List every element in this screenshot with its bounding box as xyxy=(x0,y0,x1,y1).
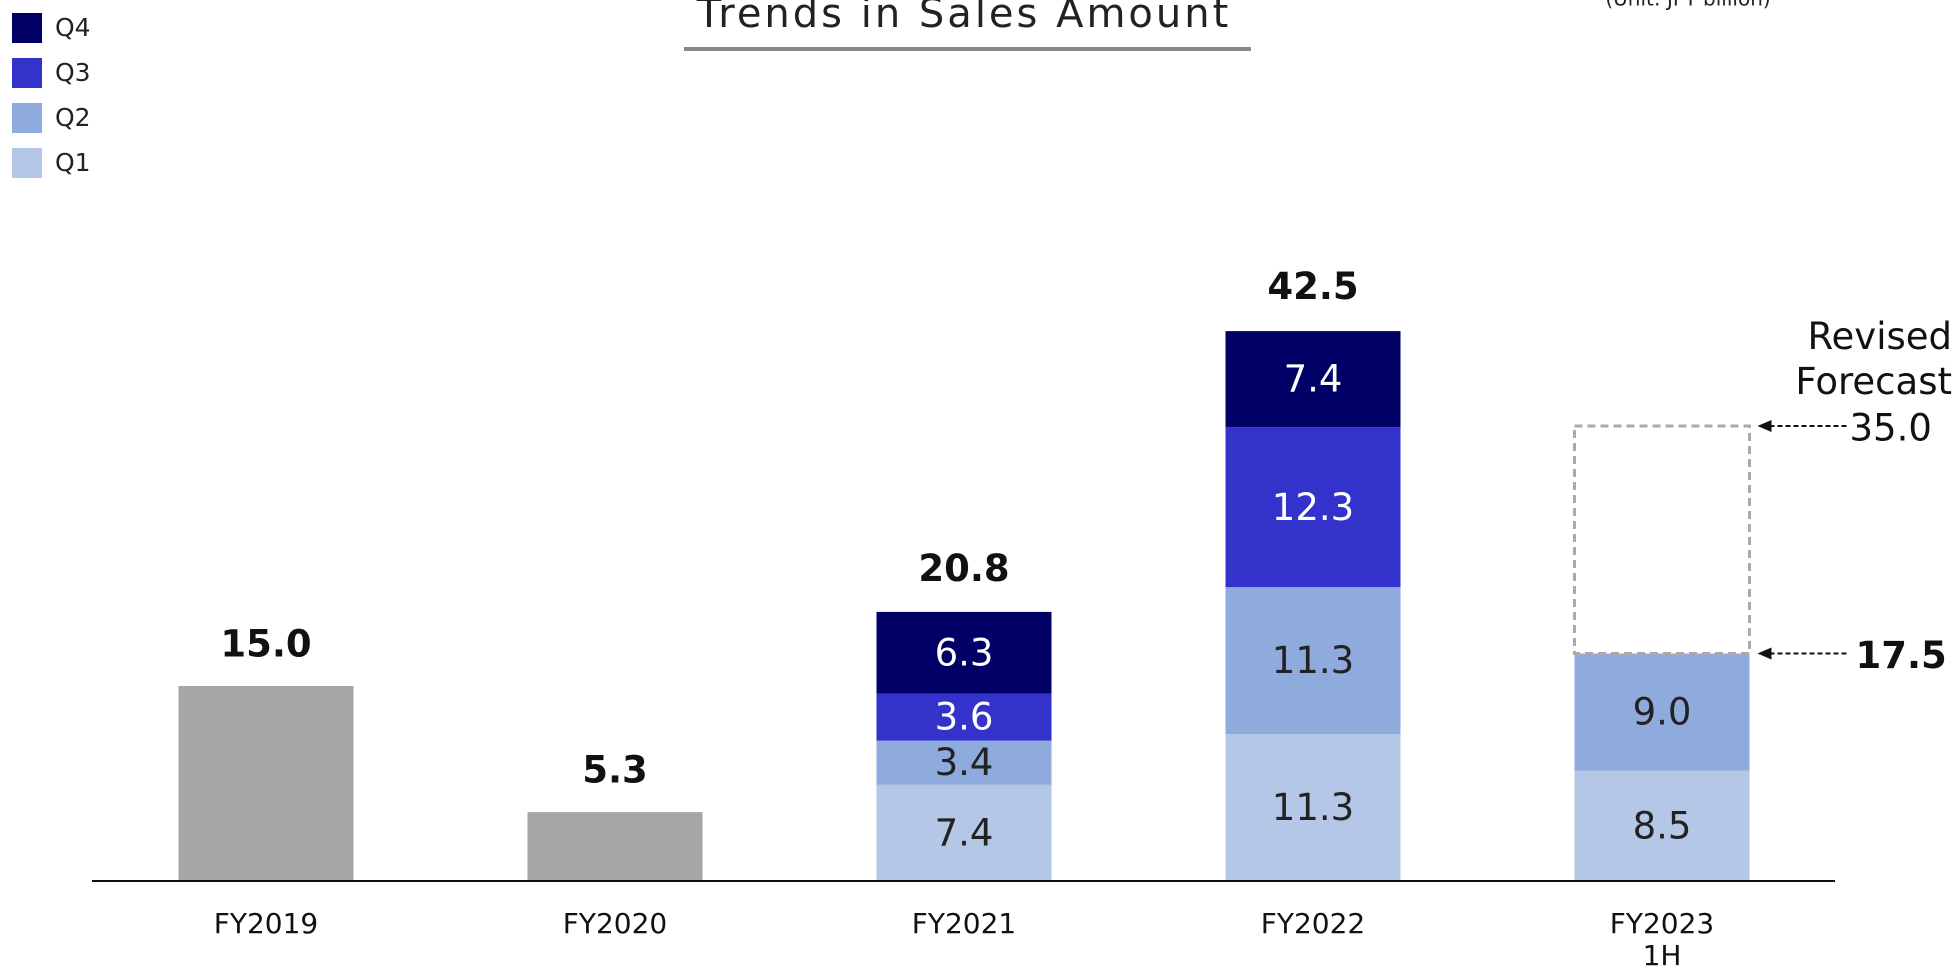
x-tick-label: FY2019 xyxy=(213,907,319,940)
bar-segment xyxy=(1225,734,1401,881)
bar-segment xyxy=(1225,427,1401,588)
segment-label: 8.5 xyxy=(1633,804,1692,847)
x-tick-label: FY2020 xyxy=(562,907,668,940)
bar-segment xyxy=(876,693,1052,741)
bar-segment xyxy=(1574,653,1750,771)
bar xyxy=(527,812,703,881)
legend-label: Q4 xyxy=(55,13,91,42)
legend-swatch xyxy=(12,58,42,88)
forecast-box xyxy=(1573,424,1751,655)
x-tick-label: FY2021 xyxy=(911,907,1017,940)
total-label: 5.3 xyxy=(582,749,648,792)
bar-segment xyxy=(876,740,1052,785)
bar-segment xyxy=(876,611,1052,694)
forecast-label: Revised Forecast xyxy=(1795,315,1952,404)
legend-swatch xyxy=(12,103,42,133)
legend-label: Q3 xyxy=(55,58,91,87)
segment-label: 3.6 xyxy=(935,696,994,739)
total-label: 20.8 xyxy=(918,547,1009,590)
legend-label: Q1 xyxy=(55,148,91,177)
total-label: 15.0 xyxy=(220,623,311,666)
bar-segment xyxy=(1225,587,1401,735)
segment-label: 7.4 xyxy=(935,811,994,854)
unit-note: (Unit: JPY billion) xyxy=(1605,0,1770,11)
bar xyxy=(178,686,354,881)
segment-label: 3.4 xyxy=(935,741,994,784)
total-label: 17.5 xyxy=(1856,634,1947,677)
bar-segment xyxy=(876,784,1052,881)
total-label: 42.5 xyxy=(1267,265,1358,308)
x-tick-label: FY2023 1H xyxy=(1609,907,1715,972)
x-tick-label: FY2022 xyxy=(1260,907,1366,940)
forecast-value: 35.0 xyxy=(1850,407,1932,450)
segment-label: 6.3 xyxy=(935,631,994,674)
bar-segment xyxy=(1574,770,1750,881)
forecast-arrow-head xyxy=(1757,420,1772,432)
legend-swatch xyxy=(12,13,42,43)
segment-label: 11.3 xyxy=(1272,639,1354,682)
legend-label: Q2 xyxy=(55,103,91,132)
total-arrow-head xyxy=(1757,647,1772,660)
segment-label: 9.0 xyxy=(1633,691,1692,734)
legend-swatch xyxy=(12,148,42,178)
segment-label: 12.3 xyxy=(1272,486,1354,529)
segment-label: 11.3 xyxy=(1272,786,1354,829)
bar-segment xyxy=(1225,331,1401,428)
segment-label: 7.4 xyxy=(1284,358,1343,401)
chart-title: Trends in Sales Amount xyxy=(696,0,1232,37)
